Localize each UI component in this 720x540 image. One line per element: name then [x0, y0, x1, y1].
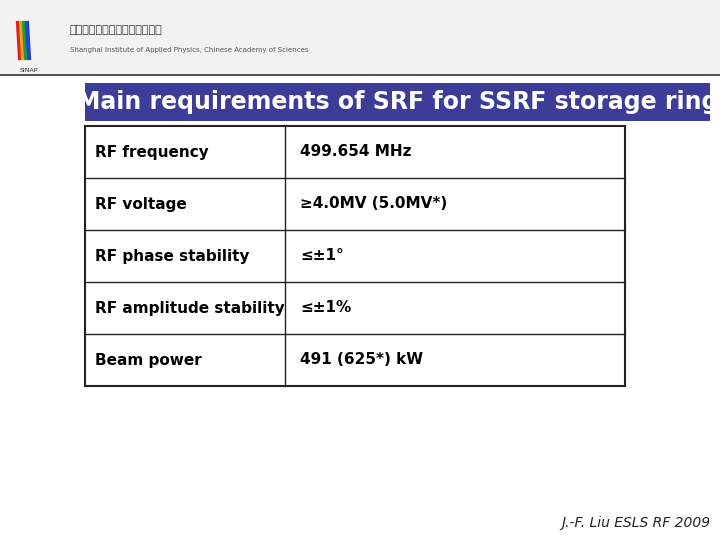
Text: ≤±1%: ≤±1% — [300, 300, 351, 315]
Text: 491 (625*) kW: 491 (625*) kW — [300, 353, 423, 368]
Text: SINAP: SINAP — [20, 68, 38, 73]
Text: RF voltage: RF voltage — [95, 197, 186, 212]
Bar — [0, 0, 720, 75]
Text: 中国科学院上海应用物理研究所: 中国科学院上海应用物理研究所 — [70, 25, 163, 35]
Bar — [85, 83, 710, 121]
Text: 499.654 MHz: 499.654 MHz — [300, 145, 412, 159]
Text: ≥4.0MV (5.0MV*): ≥4.0MV (5.0MV*) — [300, 197, 447, 212]
Text: Beam power: Beam power — [95, 353, 202, 368]
Bar — [85, 126, 625, 386]
Text: Main requirements of SRF for SSRF storage ring: Main requirements of SRF for SSRF storag… — [77, 90, 718, 114]
Text: RF frequency: RF frequency — [95, 145, 209, 159]
Text: J.-F. Liu ESLS RF 2009: J.-F. Liu ESLS RF 2009 — [561, 516, 710, 530]
Text: ≤±1°: ≤±1° — [300, 248, 343, 264]
Text: Shanghai Institute of Applied Physics, Chinese Academy of Sciences: Shanghai Institute of Applied Physics, C… — [70, 47, 308, 53]
Text: RF phase stability: RF phase stability — [95, 248, 250, 264]
Text: RF amplitude stability: RF amplitude stability — [95, 300, 284, 315]
